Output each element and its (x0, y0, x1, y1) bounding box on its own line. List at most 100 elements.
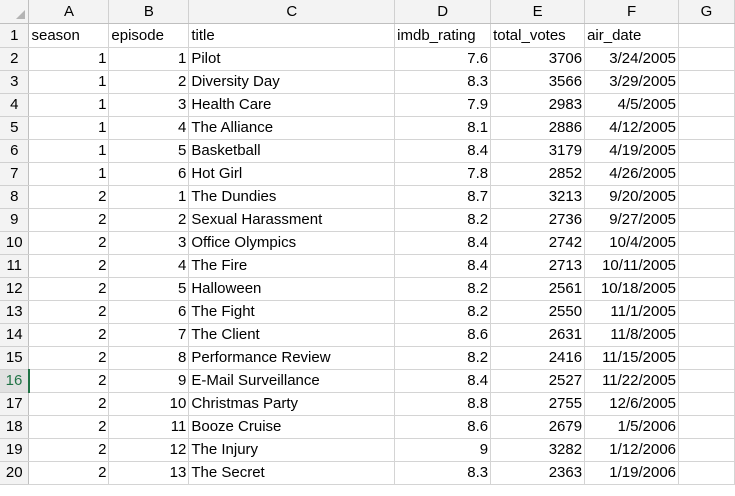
empty-cell[interactable] (678, 254, 735, 278)
row-header[interactable]: 18 (0, 415, 30, 439)
cell-imdb-rating[interactable]: 8.6 (394, 415, 492, 439)
cell-total-votes[interactable]: 3566 (490, 70, 586, 94)
cell-episode[interactable]: 5 (108, 139, 190, 163)
cell-imdb-rating[interactable]: 8.8 (394, 392, 492, 416)
cell-title[interactable]: Sexual Harassment (188, 208, 396, 232)
cell-episode[interactable]: 8 (108, 346, 190, 370)
cell-season[interactable]: 2 (28, 392, 110, 416)
cell-episode[interactable]: 6 (108, 300, 190, 324)
cell-season[interactable]: 2 (28, 461, 110, 485)
cell-imdb-rating[interactable]: 9 (394, 438, 492, 462)
cell-episode[interactable]: 2 (108, 70, 190, 94)
cell-season[interactable]: 2 (28, 369, 110, 393)
empty-cell[interactable] (678, 116, 735, 140)
cell-title[interactable]: Diversity Day (188, 70, 396, 94)
cell-air-date[interactable]: 1/5/2006 (584, 415, 680, 439)
cell-season[interactable]: 2 (28, 346, 110, 370)
cell-imdb-rating[interactable]: 8.2 (394, 277, 492, 301)
cell-air-date[interactable]: 4/5/2005 (584, 93, 680, 117)
cell-title[interactable]: The Alliance (188, 116, 396, 140)
cell-imdb-rating[interactable]: 8.3 (394, 461, 492, 485)
column-header-b[interactable]: B (108, 0, 190, 24)
cell-season[interactable]: 1 (28, 162, 110, 186)
cell-imdb-rating[interactable]: 7.8 (394, 162, 492, 186)
row-header[interactable]: 4 (0, 93, 30, 117)
row-header[interactable]: 16 (0, 369, 30, 393)
column-header-f[interactable]: F (584, 0, 680, 24)
cell-imdb-rating[interactable]: 7.6 (394, 47, 492, 71)
row-header[interactable]: 20 (0, 461, 30, 485)
cell-title[interactable]: Booze Cruise (188, 415, 396, 439)
cell-air-date[interactable]: 12/6/2005 (584, 392, 680, 416)
cell-air-date[interactable]: 11/1/2005 (584, 300, 680, 324)
cell-episode[interactable]: 6 (108, 162, 190, 186)
cell-episode[interactable]: 13 (108, 461, 190, 485)
row-header[interactable]: 19 (0, 438, 30, 462)
row-header[interactable]: 8 (0, 185, 30, 209)
cell-imdb-rating[interactable]: 8.4 (394, 139, 492, 163)
cell-season[interactable]: 2 (28, 277, 110, 301)
cell-imdb-rating[interactable]: 8.4 (394, 254, 492, 278)
cell-season[interactable]: 1 (28, 116, 110, 140)
row-header[interactable]: 1 (0, 23, 30, 48)
row-header[interactable]: 12 (0, 277, 30, 301)
cell-season[interactable]: 1 (28, 70, 110, 94)
empty-cell[interactable] (678, 231, 735, 255)
cell-title[interactable]: E-Mail Surveillance (188, 369, 396, 393)
cell-season[interactable]: 2 (28, 254, 110, 278)
cell-imdb-rating[interactable]: 8.6 (394, 323, 492, 347)
empty-cell[interactable] (678, 438, 735, 462)
cell-air-date[interactable]: 1/12/2006 (584, 438, 680, 462)
cell-imdb-rating[interactable]: 8.4 (394, 231, 492, 255)
header-cell-air-date[interactable]: air_date (584, 23, 680, 48)
cell-air-date[interactable]: 4/26/2005 (584, 162, 680, 186)
row-header[interactable]: 9 (0, 208, 30, 232)
row-header[interactable]: 11 (0, 254, 30, 278)
cell-air-date[interactable]: 11/15/2005 (584, 346, 680, 370)
cell-title[interactable]: The Fire (188, 254, 396, 278)
cell-total-votes[interactable]: 2713 (490, 254, 586, 278)
cell-total-votes[interactable]: 3706 (490, 47, 586, 71)
cell-episode[interactable]: 3 (108, 231, 190, 255)
cell-total-votes[interactable]: 3213 (490, 185, 586, 209)
cell-imdb-rating[interactable]: 8.1 (394, 116, 492, 140)
select-all-button[interactable] (0, 0, 30, 24)
cell-season[interactable]: 1 (28, 47, 110, 71)
cell-title[interactable]: Office Olympics (188, 231, 396, 255)
cell-air-date[interactable]: 3/24/2005 (584, 47, 680, 71)
cell-title[interactable]: The Injury (188, 438, 396, 462)
cell-season[interactable]: 2 (28, 438, 110, 462)
cell-imdb-rating[interactable]: 8.7 (394, 185, 492, 209)
cell-total-votes[interactable]: 2852 (490, 162, 586, 186)
cell-imdb-rating[interactable]: 8.2 (394, 346, 492, 370)
row-header[interactable]: 7 (0, 162, 30, 186)
header-cell-imdb-rating[interactable]: imdb_rating (394, 23, 492, 48)
cell-total-votes[interactable]: 2631 (490, 323, 586, 347)
cell-title[interactable]: The Fight (188, 300, 396, 324)
cell-imdb-rating[interactable]: 8.2 (394, 208, 492, 232)
cell-air-date[interactable]: 11/22/2005 (584, 369, 680, 393)
cell-total-votes[interactable]: 2561 (490, 277, 586, 301)
cell-episode[interactable]: 4 (108, 116, 190, 140)
cell-total-votes[interactable]: 2550 (490, 300, 586, 324)
cell-season[interactable]: 1 (28, 139, 110, 163)
row-header[interactable]: 14 (0, 323, 30, 347)
cell-title[interactable]: Health Care (188, 93, 396, 117)
cell-total-votes[interactable]: 2363 (490, 461, 586, 485)
cell-episode[interactable]: 1 (108, 185, 190, 209)
cell-air-date[interactable]: 3/29/2005 (584, 70, 680, 94)
cell-title[interactable]: Hot Girl (188, 162, 396, 186)
empty-cell[interactable] (678, 47, 735, 71)
empty-cell[interactable] (678, 461, 735, 485)
cell-episode[interactable]: 1 (108, 47, 190, 71)
cell-season[interactable]: 2 (28, 323, 110, 347)
cell-total-votes[interactable]: 2527 (490, 369, 586, 393)
cell-total-votes[interactable]: 2679 (490, 415, 586, 439)
empty-cell[interactable] (678, 162, 735, 186)
cell-episode[interactable]: 9 (108, 369, 190, 393)
cell-air-date[interactable]: 10/4/2005 (584, 231, 680, 255)
empty-cell[interactable] (678, 23, 735, 48)
header-cell-title[interactable]: title (188, 23, 396, 48)
empty-cell[interactable] (678, 70, 735, 94)
cell-season[interactable]: 2 (28, 415, 110, 439)
